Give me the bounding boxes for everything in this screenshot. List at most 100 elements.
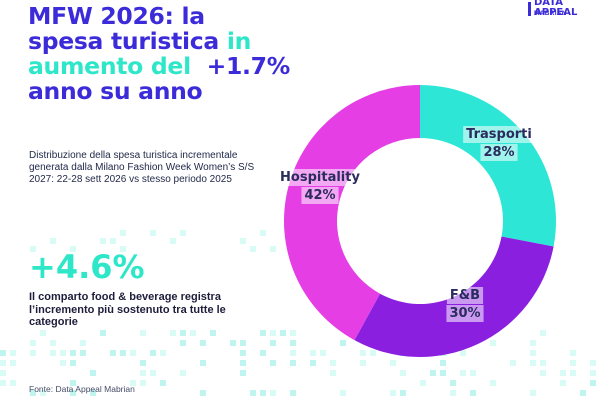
pixel-square [540,330,546,336]
title-line-3a: aumento del [28,52,191,80]
slice-label-fb: F&B 30% [446,287,484,322]
pixel-square [0,350,6,356]
pixel-square [570,360,576,366]
pixel-square [150,370,156,376]
title-line-2b: in [218,27,252,55]
pixel-square [260,230,266,236]
label-background [480,144,518,161]
pixel-square [90,370,96,376]
pixel-square [50,340,56,346]
pixel-square [110,350,116,356]
pixel-square [370,350,376,356]
highlight-text: Il comparto food & beverage registra l’i… [29,291,226,328]
pixel-square [180,340,186,346]
pixel-square [80,340,86,346]
pixel-square [310,360,316,366]
pixel-square [420,380,426,386]
pixel-square [0,360,6,366]
pixel-square [140,360,146,366]
pixel-square [130,350,136,356]
pixel-square [240,238,246,244]
pixel-square [100,330,106,336]
pixel-square [0,370,6,376]
pixel-square [580,390,586,396]
label-background [301,187,339,204]
pixel-square [320,350,326,356]
pixel-square [470,370,476,376]
pixel-square [30,246,36,252]
pixel-square [180,330,186,336]
pixel-square [40,330,46,336]
pixel-square [240,360,246,366]
label-background [446,287,484,304]
pixel-square [160,350,166,356]
pixel-square [560,380,566,386]
pixel-square [200,390,206,396]
brand-logo: DATA APPEAL MABRIAN [528,0,596,20]
pixel-square [470,390,476,396]
pixel-square [360,350,366,356]
slice-trasporti [420,85,556,247]
pixel-square [290,350,296,356]
pixel-square [160,380,166,386]
slice-value: 42% [304,188,335,203]
pixel-square [290,340,296,346]
pixel-square [440,360,446,366]
label-background [446,305,484,322]
page-title: MFW 2026: la spesa turistica in aumento … [28,4,328,104]
pixel-square [80,350,86,356]
pixel-square [120,350,126,356]
pixel-square [50,350,56,356]
pixel-square [290,390,296,396]
pixel-square [260,350,266,356]
pixel-square [170,330,176,336]
pixel-square [120,246,126,252]
slice-name: Trasporti [466,127,532,142]
pixel-square [240,350,246,356]
pixel-square [270,360,276,366]
logo-line-2: MABRIAN [534,10,567,17]
pixel-square [590,370,596,376]
pixel-square [450,390,456,396]
pixel-square [70,390,76,396]
pixel-square [200,340,206,346]
pixel-square [400,370,406,376]
pixel-square [340,390,346,396]
label-background [463,126,535,143]
pixel-square [270,246,276,252]
pixel-square [30,340,36,346]
pixel-square [590,360,596,366]
pixel-square [510,360,516,366]
pixel-square [110,238,116,244]
pixel-square [140,330,146,336]
pixel-square [490,340,496,346]
title-line-4: anno su anno [28,77,203,105]
pixel-square [210,330,216,336]
pixel-square [270,340,276,346]
pixel-square [180,230,186,236]
pixel-square [490,380,496,386]
pixel-square [390,360,396,366]
slice-label-hospitality: Hospitality 42% [277,169,364,204]
pixel-square [140,370,146,376]
pixel-square [170,238,176,244]
slice-value: 28% [483,145,514,160]
pixel-square [400,390,406,396]
pixel-square [530,350,536,356]
title-line-1: MFW 2026: la [28,2,205,30]
pixel-square [50,238,56,244]
pixel-square [190,330,196,336]
pixel-square [180,370,186,376]
pixel-square [100,238,106,244]
pixel-square [240,340,246,346]
pixel-square [450,380,456,386]
pixel-square [360,360,366,366]
pixel-square [570,350,576,356]
pixel-square [10,380,16,386]
pixel-square [390,390,396,396]
pixel-square [30,390,36,396]
slice-name: Hospitality [280,170,360,185]
slice-hospitality [284,85,420,341]
